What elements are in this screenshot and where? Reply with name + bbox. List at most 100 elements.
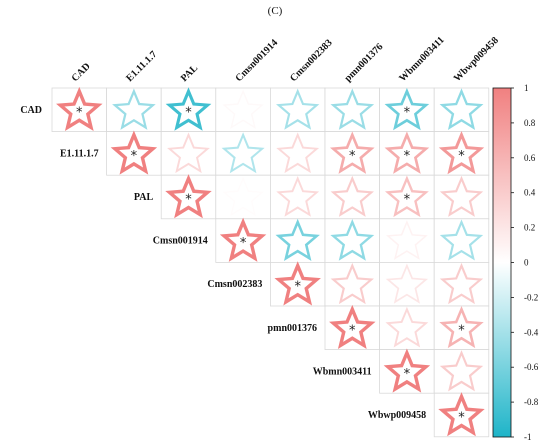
significance-marker: * (185, 105, 192, 120)
row-label: pmn001376 (268, 323, 317, 334)
grid-cell (379, 305, 435, 350)
correlation-grid: CAD E1.11.1.7 PAL Cmsn001914 Cmsn002383 pmn00… (20, 35, 501, 438)
correlation-star (167, 132, 210, 174)
correlation-star (110, 130, 158, 175)
grid-cell (269, 87, 326, 132)
correlation-star (384, 131, 430, 174)
correlation-star (330, 219, 375, 261)
grid-cell (433, 305, 490, 350)
row-label: Wbmn003411 (313, 366, 372, 377)
correlation-star (385, 263, 429, 304)
correlation-star (384, 175, 429, 218)
row-label: Wbwp009458 (368, 410, 426, 421)
column-label: PAL (179, 62, 201, 84)
correlation-star (275, 218, 320, 261)
significance-marker: * (458, 323, 465, 338)
colorbar-tick-label: -1 (524, 432, 532, 442)
correlation-star (329, 131, 375, 174)
significance-marker: * (404, 149, 411, 164)
grid-cell (324, 218, 380, 263)
colorbar-tick-label: 0.8 (524, 118, 536, 128)
correlation-star (274, 261, 321, 306)
grid-cell (269, 218, 326, 263)
correlation-star (219, 217, 267, 262)
row-label: CAD (20, 105, 42, 116)
colorbar-tick-label: -0.4 (524, 327, 539, 337)
column-label: pmn001376 (343, 41, 386, 84)
significance-marker: * (185, 193, 192, 208)
column-label: E1.11.1.7 (124, 49, 159, 84)
significance-marker: * (349, 323, 356, 338)
correlation-star (56, 86, 103, 132)
grid-cell (433, 349, 490, 394)
grid-cell (433, 87, 490, 132)
correlation-star (276, 175, 320, 217)
correlation-star (276, 132, 320, 174)
colorbar-tick-label: 0 (524, 258, 529, 268)
grid-cell (269, 174, 326, 220)
correlation-star (222, 176, 264, 217)
row-label: E1.11.1.7 (60, 148, 99, 159)
colorbar-tick-label: -0.8 (524, 397, 539, 407)
correlation-star (329, 304, 376, 350)
row-label: PAL (134, 192, 154, 203)
grid-cell (379, 174, 435, 220)
correlation-star (439, 219, 484, 261)
significance-marker: * (240, 236, 247, 251)
correlation-star (165, 87, 212, 131)
grid-cell (160, 131, 217, 176)
row-label: Cmsn001914 (153, 236, 208, 247)
significance-marker: * (294, 280, 301, 295)
significance-marker: * (404, 367, 411, 382)
significance-marker: * (404, 193, 411, 208)
significance-marker: * (131, 149, 138, 164)
grid-cell (433, 261, 490, 307)
grid-cell (324, 261, 380, 307)
grid-cell (379, 261, 435, 307)
correlation-star (439, 350, 484, 392)
colorbar-tick-label: 0.4 (524, 188, 536, 198)
colorbar-tick-label: 1 (524, 83, 529, 93)
correlation-star (383, 348, 431, 393)
colorbar: 1 0.8 0.6 0.4 0.2 0 -0.2 -0.4 -0.6 -0.8 -1 (492, 83, 539, 442)
correlation-star (439, 305, 484, 349)
significance-marker: * (349, 149, 356, 164)
correlation-star (330, 88, 375, 130)
grid-cell (324, 174, 380, 220)
significance-marker: * (76, 105, 83, 120)
panel-label: (C) (268, 5, 283, 17)
correlation-star (112, 88, 156, 130)
correlation-star (165, 174, 212, 219)
correlation-star (384, 87, 430, 131)
colorbar-tick-label: 0.2 (524, 223, 535, 233)
column-label: CAD (70, 61, 93, 84)
grid-cell (215, 131, 271, 176)
column-label: Wbwp009458 (452, 35, 501, 84)
correlation-star (222, 89, 264, 129)
grid-cell (324, 87, 380, 132)
correlation-star (439, 175, 484, 217)
column-label: Cmsn002383 (288, 37, 335, 84)
grid-cell (215, 174, 271, 220)
colorbar-bar (492, 87, 512, 438)
grid-cell (215, 87, 271, 132)
column-label: Wbmn003411 (397, 35, 446, 84)
row-label: Cmsn002383 (207, 279, 262, 290)
correlation-star (386, 220, 428, 260)
correlation-star (330, 262, 374, 305)
grid-cell (433, 174, 490, 220)
correlation-star (385, 306, 429, 348)
correlation-star (276, 88, 320, 130)
significance-marker: * (458, 149, 465, 164)
correlation-star (439, 262, 484, 305)
correlation-star (438, 131, 485, 175)
grid-cell (269, 131, 326, 176)
colorbar-tick-label: 0.6 (524, 153, 536, 163)
significance-marker: * (404, 105, 411, 120)
grid-cell (433, 218, 490, 263)
column-label: Cmsn001914 (233, 37, 280, 84)
grid-cell (106, 87, 162, 132)
correlation-star (438, 392, 485, 437)
colorbar-tick-label: -0.6 (524, 362, 539, 372)
